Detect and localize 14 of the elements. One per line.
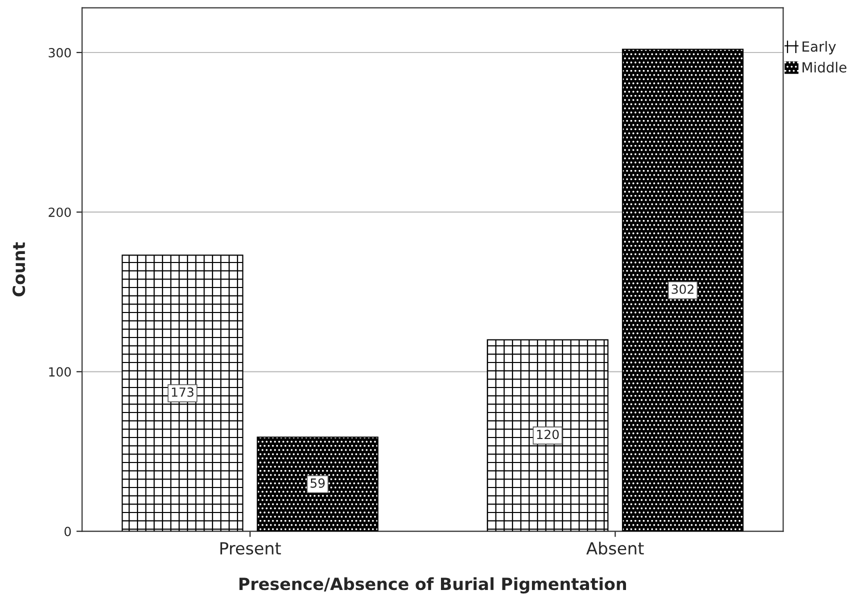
data-label: 59 [310, 478, 325, 488]
data-label: 302 [672, 284, 694, 294]
y-tick-label: 0 [64, 526, 71, 536]
y-tick-label: 300 [48, 48, 71, 58]
x-axis-title: Presence/Absence of Burial Pigmentation [239, 577, 626, 594]
x-tick-label: Present [220, 542, 281, 555]
x-tick-label: Absent [586, 542, 644, 555]
legend-label: Middle [802, 62, 846, 73]
legend-label: Early [802, 41, 836, 54]
y-axis-title: Count [12, 242, 26, 296]
data-label: 173 [172, 387, 194, 397]
y-tick-label: 100 [49, 367, 71, 377]
y-tick-label: 200 [48, 208, 71, 218]
data-label: 120 [537, 430, 559, 440]
